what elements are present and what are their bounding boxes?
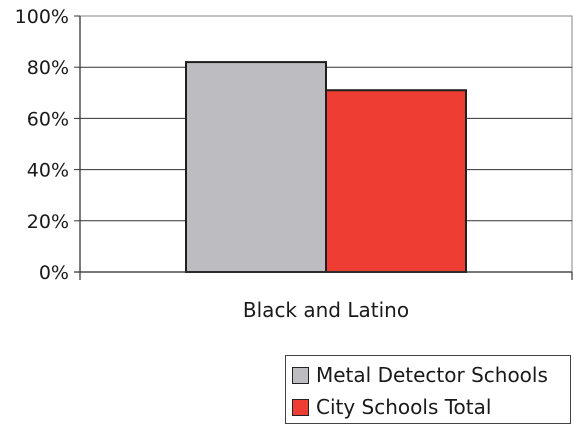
y-tick-label-80: 80% bbox=[27, 57, 69, 79]
y-tick-label-40: 40% bbox=[27, 160, 69, 182]
legend-label-city-schools-total: City Schools Total bbox=[316, 395, 492, 419]
y-tick-label-0: 0% bbox=[39, 262, 69, 284]
legend-label-metal-detector-schools: Metal Detector Schools bbox=[316, 363, 548, 387]
legend: Metal Detector Schools City Schools Tota… bbox=[285, 355, 571, 424]
bar-metal-detector-schools bbox=[185, 61, 327, 273]
y-tick-label-20: 20% bbox=[27, 211, 69, 233]
legend-item-city-schools-total: City Schools Total bbox=[292, 392, 491, 422]
y-tick-label-60: 60% bbox=[27, 108, 69, 130]
bar-city-schools-total bbox=[325, 89, 467, 273]
x-category-label: Black and Latino bbox=[243, 298, 409, 322]
legend-item-metal-detector-schools: Metal Detector Schools bbox=[292, 360, 548, 390]
legend-swatch-city-schools-total bbox=[292, 398, 309, 416]
legend-swatch-metal-detector-schools bbox=[292, 366, 309, 384]
y-tick-label-100: 100% bbox=[15, 6, 69, 28]
